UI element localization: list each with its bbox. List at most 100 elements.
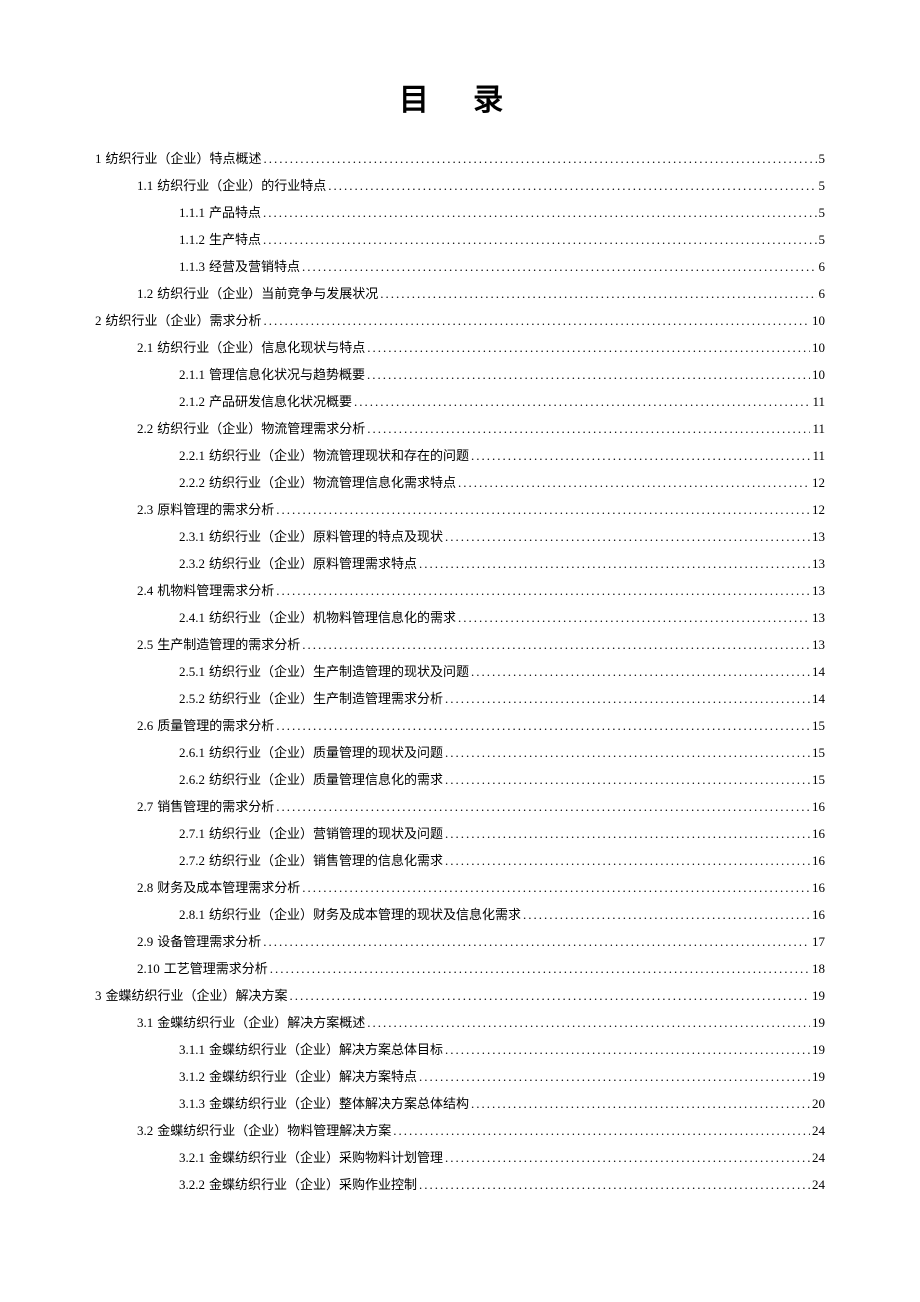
toc-entry: 2.5.2纺织行业（企业）生产制造管理需求分析14: [95, 689, 825, 709]
toc-entry: 1纺织行业（企业）特点概述5: [95, 149, 825, 169]
toc-entry-number: 2.2: [137, 419, 153, 439]
toc-entry-page: 5: [819, 230, 826, 250]
toc-entry-text: 金蝶纺织行业（企业）采购作业控制: [209, 1175, 417, 1195]
toc-entry: 3 金蝶纺织行业（企业）解决方案19: [95, 986, 825, 1006]
toc-entry-number: 2.10: [137, 959, 160, 979]
toc-entry-number: 3: [95, 986, 102, 1006]
toc-entry-number: 2.5.1: [179, 662, 205, 682]
toc-leader-dots: [302, 878, 810, 898]
toc-entry-text: 金蝶纺织行业（企业）整体解决方案总体结构: [209, 1094, 469, 1114]
toc-entry-page: 16: [812, 851, 825, 871]
toc-leader-dots: [380, 284, 816, 304]
toc-leader-dots: [276, 581, 810, 601]
toc-entry-number: 3.2: [137, 1121, 153, 1141]
toc-leader-dots: [270, 959, 810, 979]
toc-entry-page: 6: [819, 284, 826, 304]
toc-entry-text: 纺织行业（企业）信息化现状与特点: [157, 338, 365, 358]
toc-entry-text: 原料管理的需求分析: [157, 500, 274, 520]
toc-entry-number: 2.7: [137, 797, 153, 817]
toc-entry: 2.5 生产制造管理的需求分析13: [95, 635, 825, 655]
toc-leader-dots: [367, 1013, 810, 1033]
toc-entry-text: 财务及成本管理需求分析: [157, 878, 300, 898]
toc-leader-dots: [276, 716, 810, 736]
toc-entry-text: 纺织行业（企业）营销管理的现状及问题: [209, 824, 443, 844]
toc-entry-text: 质量管理的需求分析: [157, 716, 274, 736]
toc-entry-number: 2.7.2: [179, 851, 205, 871]
toc-entry-page: 20: [812, 1094, 825, 1114]
toc-entry: 2.7 销售管理的需求分析16: [95, 797, 825, 817]
toc-entry-number: 3.2.2: [179, 1175, 205, 1195]
toc-entry-number: 2.1: [137, 338, 153, 358]
toc-leader-dots: [263, 230, 816, 250]
toc-leader-dots: [445, 851, 810, 871]
toc-entry-text: 金蝶纺织行业（企业）解决方案总体目标: [209, 1040, 443, 1060]
toc-entry-text: 纺织行业（企业）物流管理现状和存在的问题: [209, 446, 469, 466]
toc-entry-number: 2.3.2: [179, 554, 205, 574]
toc-entry: 2.1.2产品研发信息化状况概要11: [95, 392, 825, 412]
toc-entry-page: 10: [812, 338, 825, 358]
toc-leader-dots: [263, 203, 816, 223]
toc-entry-page: 5: [819, 176, 826, 196]
toc-entry: 2.7.2纺织行业（企业）销售管理的信息化需求 16: [95, 851, 825, 871]
toc-entry-text: 纺织行业（企业）生产制造管理需求分析: [209, 689, 443, 709]
toc-entry-text: 纺织行业（企业）财务及成本管理的现状及信息化需求: [209, 905, 521, 925]
toc-entry-text: 纺织行业（企业）销售管理的信息化需求: [209, 851, 443, 871]
toc-entry-text: 生产特点: [209, 230, 261, 250]
toc-entry-number: 2.3.1: [179, 527, 205, 547]
toc-entry-text: 纺织行业（企业）物流管理信息化需求特点: [209, 473, 456, 493]
toc-entry: 2.3.2纺织行业（企业）原料管理需求特点13: [95, 554, 825, 574]
toc-entry-number: 2.3: [137, 500, 153, 520]
toc-entry-number: 3.1.2: [179, 1067, 205, 1087]
toc-entry-text: 纺织行业（企业）需求分析: [106, 311, 262, 331]
toc-entry-page: 16: [812, 905, 825, 925]
toc-entry: 1.1.3经营及营销特点6: [95, 257, 825, 277]
toc-entry: 1.2纺织行业（企业）当前竞争与发展状况6: [95, 284, 825, 304]
toc-leader-dots: [264, 149, 817, 169]
toc-entry-page: 14: [812, 689, 825, 709]
toc-entry-text: 金蝶纺织行业（企业）解决方案概述: [157, 1013, 365, 1033]
toc-entry-number: 1: [95, 149, 102, 169]
toc-entry: 2.6.1纺织行业（企业）质量管理的现状及问题15: [95, 743, 825, 763]
toc-entry: 2.7.1纺织行业（企业）营销管理的现状及问题16: [95, 824, 825, 844]
toc-entry: 2.6.2纺织行业（企业）质量管理信息化的需求15: [95, 770, 825, 790]
toc-entry-number: 2.9: [137, 932, 153, 952]
toc-entry: 2纺织行业（企业）需求分析10: [95, 311, 825, 331]
toc-entry: 2.1纺织行业（企业）信息化现状与特点 10: [95, 338, 825, 358]
toc-entry-number: 1.1: [137, 176, 153, 196]
toc-entry-number: 2.8.1: [179, 905, 205, 925]
toc-entry-number: 3.1: [137, 1013, 153, 1033]
toc-entry-page: 19: [812, 986, 825, 1006]
toc-entry-text: 产品特点: [209, 203, 261, 223]
toc-entry-page: 19: [812, 1067, 825, 1087]
toc-entry-number: 2.6: [137, 716, 153, 736]
toc-entry: 2.5.1纺织行业（企业）生产制造管理的现状及问题14: [95, 662, 825, 682]
toc-entry-text: 机物料管理需求分析: [157, 581, 274, 601]
toc-entry-text: 生产制造管理的需求分析: [157, 635, 300, 655]
toc-leader-dots: [367, 365, 810, 385]
toc-leader-dots: [302, 257, 816, 277]
toc-entry-page: 11: [812, 419, 825, 439]
toc-entry-page: 11: [812, 392, 825, 412]
toc-entry: 1.1.2生产特点5: [95, 230, 825, 250]
toc-entry: 3.1 金蝶纺织行业（企业）解决方案概述19: [95, 1013, 825, 1033]
toc-entry-text: 纺织行业（企业）质量管理信息化的需求: [209, 770, 443, 790]
toc-entry: 1.1.1产品特点5: [95, 203, 825, 223]
toc-entry-text: 销售管理的需求分析: [157, 797, 274, 817]
toc-leader-dots: [445, 824, 810, 844]
toc-entry-text: 纺织行业（企业）物流管理需求分析: [157, 419, 365, 439]
toc-leader-dots: [445, 1148, 810, 1168]
table-of-contents: 1纺织行业（企业）特点概述5 1.1纺织行业（企业）的行业特点5 1.1.1产品特点…: [95, 149, 825, 1195]
toc-entry-text: 管理信息化状况与趋势概要: [209, 365, 365, 385]
toc-leader-dots: [523, 905, 810, 925]
toc-entry-page: 18: [812, 959, 825, 979]
toc-entry: 2.9 设备管理需求分析17: [95, 932, 825, 952]
toc-entry-number: 2.5: [137, 635, 153, 655]
toc-entry-text: 经营及营销特点: [209, 257, 300, 277]
toc-entry-page: 16: [812, 878, 825, 898]
toc-entry-page: 10: [812, 365, 825, 385]
toc-entry-number: 1.2: [137, 284, 153, 304]
toc-entry-page: 12: [812, 473, 825, 493]
toc-entry: 1.1纺织行业（企业）的行业特点5: [95, 176, 825, 196]
toc-leader-dots: [458, 473, 810, 493]
toc-leader-dots: [290, 986, 810, 1006]
